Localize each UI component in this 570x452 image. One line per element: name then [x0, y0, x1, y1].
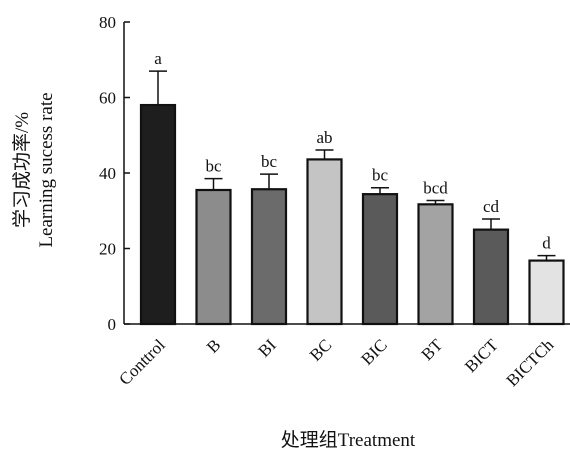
x-tick-label: BC	[306, 335, 335, 364]
significance-label: bc	[261, 152, 278, 171]
x-tick-label: B	[203, 335, 224, 356]
y-tick-label: 80	[99, 13, 116, 32]
bar-group: bc	[195, 157, 232, 326]
x-axis-tick-labels: Conttrol B BI BC BIC BT BICT BICTCh	[115, 335, 557, 390]
y-axis-title-chinese: 学习成功率/%	[11, 112, 33, 228]
y-axis-ticks: 0 20 40 60 80	[99, 13, 130, 334]
bar-group: a	[139, 49, 177, 326]
bar	[528, 259, 565, 326]
bar	[472, 228, 510, 326]
x-tick-label: BICT	[461, 335, 502, 376]
x-tick-label: BT	[418, 335, 447, 364]
bar-group: cd	[472, 197, 510, 326]
significance-label: a	[154, 49, 162, 68]
bar	[361, 193, 399, 326]
bar-group: bc	[361, 166, 399, 326]
y-tick-label: 40	[99, 164, 116, 183]
y-tick-label: 20	[99, 240, 116, 259]
y-axis-title-english: Learning sucess rate	[36, 92, 57, 247]
x-tick-label: BICTCh	[502, 335, 557, 390]
significance-label: bc	[372, 166, 389, 185]
bar	[306, 158, 343, 326]
x-tick-label: BIC	[357, 335, 390, 368]
significance-label: d	[542, 234, 551, 253]
x-tick-label: Conttrol	[115, 335, 169, 389]
bar-group: d	[528, 234, 565, 326]
significance-label: bcd	[423, 179, 448, 198]
bar-group: ab	[306, 128, 343, 326]
bar-group: bc	[250, 152, 288, 326]
bar	[417, 203, 454, 326]
y-tick-label: 60	[99, 89, 116, 108]
bars-layer: a bc bc ab bc bcd cd d	[139, 49, 565, 326]
significance-label: cd	[483, 197, 500, 216]
x-axis-title: 处理组Treatment	[281, 429, 416, 451]
bar	[250, 188, 288, 326]
significance-label: bc	[205, 157, 222, 176]
y-tick-label: 0	[108, 315, 117, 334]
bar-group: bcd	[417, 179, 454, 326]
x-tick-label: BI	[254, 335, 280, 361]
bar	[139, 103, 177, 326]
bar	[195, 188, 232, 326]
significance-label: ab	[316, 128, 332, 147]
